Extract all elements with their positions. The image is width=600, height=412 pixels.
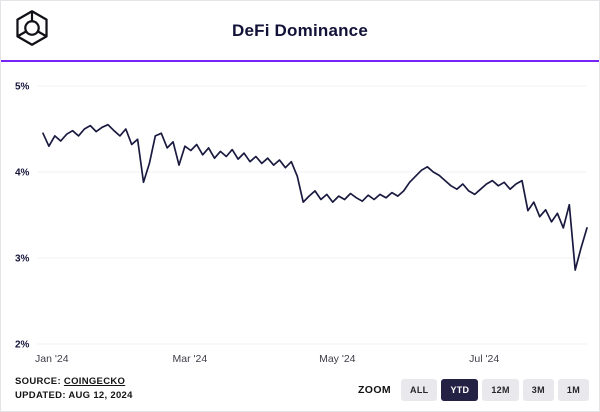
- y-tick-label: 2%: [15, 340, 30, 351]
- updated-label: UPDATED: AUG 12, 2024: [15, 390, 133, 401]
- source-label: SOURCE:: [15, 376, 61, 387]
- y-tick-label: 3%: [15, 254, 30, 265]
- page-title: DeFi Dominance: [232, 21, 368, 40]
- dominance-line: [42, 123, 588, 271]
- zoom-button-1m[interactable]: 1M: [557, 379, 589, 401]
- x-tick-label: May '24: [319, 353, 356, 365]
- footer: SOURCE: COINGECKO UPDATED: AUG 12, 2024 Z…: [1, 365, 599, 411]
- source-line: SOURCE: COINGECKO: [15, 375, 133, 389]
- zoom-button-3m[interactable]: 3M: [522, 379, 554, 401]
- zoom-button-ytd[interactable]: YTD: [441, 379, 479, 401]
- zoom-buttons: ALL YTD 12M 3M 1M: [397, 379, 589, 401]
- y-tick-label: 4%: [15, 168, 30, 179]
- x-tick-label: Mar '24: [173, 353, 208, 365]
- x-tick-label: Jan '24: [35, 353, 69, 365]
- source-link[interactable]: COINGECKO: [63, 376, 126, 387]
- y-tick-label: 5%: [15, 82, 30, 93]
- chart-attribution: SOURCE: COINGECKO UPDATED: AUG 12, 2024: [15, 375, 133, 403]
- zoom-label: ZOOM: [357, 384, 392, 396]
- accent-divider: [1, 60, 599, 62]
- dominance-chart-svg: 5% 4% 3% 2% Jan '24 Mar '24 May '24 Jul '24: [15, 82, 588, 365]
- zoom-button-all[interactable]: ALL: [401, 379, 438, 401]
- chart-area: 5% 4% 3% 2% Jan '24 Mar '24 May '24 Jul '24: [1, 63, 599, 380]
- zoom-button-12m[interactable]: 12M: [482, 379, 519, 401]
- x-tick-label: Jul '24: [469, 353, 499, 365]
- block-cube-logo-icon: [16, 10, 48, 46]
- zoom-controls: ZOOM ALL YTD 12M 3M 1M: [358, 379, 589, 401]
- header: DeFi Dominance: [1, 1, 599, 61]
